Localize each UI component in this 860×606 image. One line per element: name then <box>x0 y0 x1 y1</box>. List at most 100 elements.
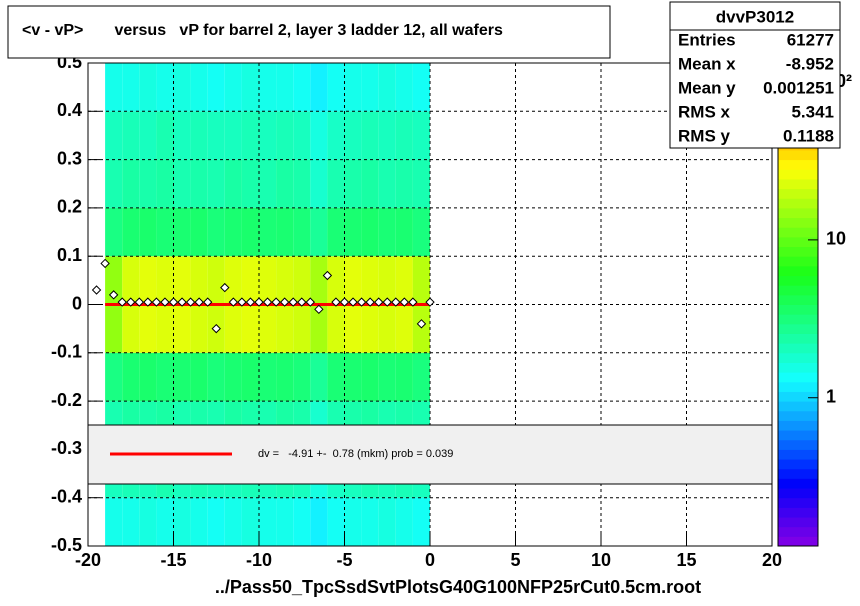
heat-cell <box>378 159 396 208</box>
heat-cell <box>173 256 191 305</box>
heat-cell <box>378 304 396 353</box>
stats-value: 5.341 <box>791 102 834 121</box>
stats-value: 0.1188 <box>783 126 834 145</box>
profile-point <box>339 297 350 307</box>
heat-cell <box>139 497 157 546</box>
heat-cell <box>105 352 123 402</box>
heat-cell <box>224 304 242 353</box>
y-tick-label: -0.4 <box>51 486 82 506</box>
heat-cell <box>293 63 311 112</box>
color-bar-cell <box>778 236 818 248</box>
stats-box <box>669 1 841 149</box>
heat-cell <box>310 256 328 305</box>
heat-cell <box>190 63 208 112</box>
profile-point <box>168 297 179 307</box>
heat-cell <box>276 111 294 160</box>
heat-cell <box>361 63 379 112</box>
heat-cell <box>310 304 328 353</box>
profile-point <box>228 297 239 307</box>
x-tick-label: 20 <box>762 550 782 570</box>
heat-cell <box>139 304 157 353</box>
color-bar-cell <box>778 246 818 257</box>
color-bar-cell <box>778 449 818 460</box>
y-tick-label: 0 <box>72 293 82 313</box>
heat-cell <box>327 352 345 402</box>
color-bar-cell <box>778 497 818 508</box>
profile-point <box>314 304 324 315</box>
color-bar-cell <box>778 372 818 383</box>
stats-label: Entries <box>678 30 736 49</box>
heat-cell <box>259 497 277 546</box>
heat-cell <box>173 207 191 257</box>
profile-point <box>117 297 127 307</box>
heat-cell <box>122 111 140 160</box>
heat-cell <box>156 159 174 208</box>
profile-point <box>288 297 298 307</box>
y-tick-label: 0.3 <box>57 148 82 168</box>
heat-cell <box>412 159 430 208</box>
heat-cell <box>310 497 328 546</box>
z-tick-label: 1 <box>826 386 836 406</box>
heat-cell <box>139 63 157 112</box>
stats-name: dvvP3012 <box>716 7 794 26</box>
color-bar-cell <box>778 178 818 190</box>
color-bar-cell <box>778 207 818 219</box>
heat-cell <box>395 304 413 353</box>
y-tick-label: -0.5 <box>51 535 82 555</box>
profile-point <box>151 297 162 307</box>
heat-cell <box>412 111 430 160</box>
color-bar-cell <box>778 304 818 315</box>
title-box <box>7 5 611 59</box>
profile-point <box>245 297 256 307</box>
stats-label: Mean y <box>678 78 736 97</box>
heat-cell <box>378 256 396 305</box>
heat-cell <box>259 352 277 402</box>
heat-cell <box>122 207 140 257</box>
heat-cell <box>139 159 157 208</box>
x-tick-label: 5 <box>510 550 520 570</box>
heat-cell <box>378 63 396 112</box>
color-bar-cell <box>778 478 818 489</box>
heat-cell <box>241 256 259 305</box>
profile-point <box>91 285 102 295</box>
heat-cell <box>173 497 191 546</box>
heat-cell <box>241 304 259 353</box>
heat-cell <box>207 63 225 112</box>
heat-cell <box>344 304 362 353</box>
heat-cell <box>276 352 294 402</box>
heat-cell <box>156 111 174 160</box>
heat-cell <box>395 63 413 112</box>
profile-point <box>382 297 392 307</box>
heat-cell <box>224 207 242 257</box>
heat-cell <box>259 63 277 112</box>
y-tick-label: 0.1 <box>57 245 82 265</box>
heat-cell <box>224 159 242 208</box>
color-bar-cell <box>778 507 818 518</box>
profile-point <box>177 297 187 307</box>
stats-value: 0.001251 <box>763 78 834 97</box>
heat-cell <box>327 256 345 305</box>
heat-cell <box>139 352 157 402</box>
heat-cell <box>207 207 225 257</box>
heat-cell <box>344 159 362 208</box>
heat-cell <box>190 159 208 208</box>
heat-cell <box>412 256 430 305</box>
color-bar-cell <box>778 401 818 412</box>
stats-value: -8.952 <box>786 54 834 73</box>
heat-cell <box>156 63 174 112</box>
profile-point <box>425 297 435 307</box>
x-axis-label: ../Pass50_TpcSsdSvtPlotsG40G100NFP25rCut… <box>215 577 701 597</box>
heat-cell <box>412 497 430 546</box>
heat-cell <box>259 111 277 160</box>
y-tick-label: 0.2 <box>57 197 82 217</box>
color-bar-cell <box>778 188 818 199</box>
heat-cell <box>327 159 345 208</box>
profile-point <box>391 297 401 307</box>
heat-cell <box>344 497 362 546</box>
heat-cell <box>361 352 379 402</box>
profile-point <box>262 297 273 307</box>
color-bar-cell <box>778 536 818 547</box>
heat-cell <box>241 497 259 546</box>
color-bar-cell <box>778 149 818 161</box>
profile-point <box>143 297 153 307</box>
